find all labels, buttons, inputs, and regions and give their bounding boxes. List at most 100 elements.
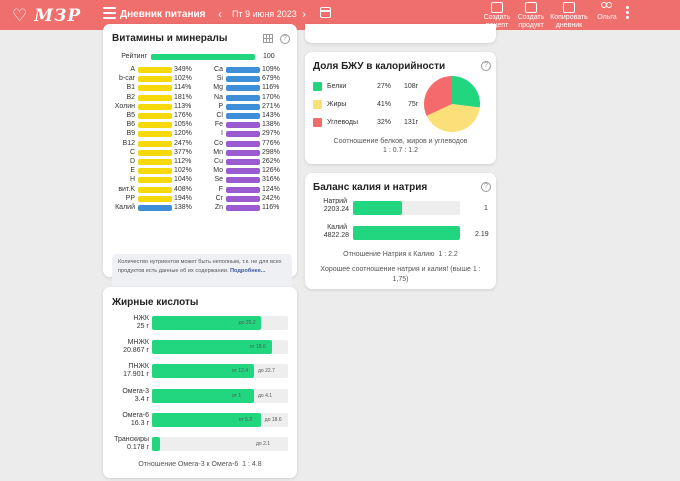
fatty-acid-bar-fill [152, 437, 161, 451]
potassium-ratio: 2.19 [475, 231, 489, 238]
nutrient-bar [226, 159, 260, 165]
sodium-label: Натрий [323, 198, 347, 205]
fatty-acid-bar: до 4.1 от 1 [152, 388, 288, 403]
fatty-acid-name: Транскиры [114, 436, 149, 443]
nutrient-percent: 247% [174, 139, 192, 147]
hamburger-menu-icon[interactable] [103, 7, 116, 19]
logo-text: МЗР [34, 6, 82, 26]
kna-ratio: Отношение Натрия к Калию 1 : 2.2 [343, 251, 458, 258]
nutrient-label: Mg [213, 84, 223, 92]
page-title: Дневник питания [120, 9, 206, 20]
nutrient-bar [138, 94, 172, 101]
calendar-icon[interactable] [320, 7, 331, 18]
fatty-acids-card: Жирные кислоты НЖК 25 г до 25.2 МНЖК 20.867 … [103, 287, 297, 478]
nutrient-label: b-car [119, 75, 135, 83]
fat-swatch [313, 100, 322, 109]
nutrient-bar [226, 85, 260, 92]
fatty-acid-name: НЖК [133, 315, 149, 322]
table-view-icon[interactable] [263, 34, 273, 43]
nutrient-bar [138, 149, 172, 156]
nutrient-percent: 262% [262, 158, 280, 165]
more-info-link[interactable]: Подробнее... [230, 267, 266, 274]
next-day-button[interactable]: › [302, 7, 306, 21]
fatty-acid-bar: до 22.7 от 12.4 [152, 364, 288, 379]
nutrient-label: E [130, 167, 135, 175]
fatty-acid-amount: 25 г [136, 323, 149, 330]
nutrient-bar [138, 122, 172, 129]
sodium-bar [353, 201, 460, 215]
nutrient-percent: 408% [174, 185, 192, 193]
fatty-acid-bar: до 18.6 от 5.2 [152, 412, 288, 427]
nutrient-bar [226, 67, 260, 73]
copy-diary-button[interactable]: Копировать дневник [550, 2, 588, 29]
completeness-note: Количество нутриентов может быть неполны… [112, 254, 292, 292]
create-recipe-button[interactable]: Создать рецепт [480, 2, 514, 29]
nutrient-label: D [129, 158, 135, 165]
nutrient-bar [138, 205, 172, 211]
fatty-acid-range-max: до 22.7 [258, 368, 275, 375]
bju-pie-chart [424, 76, 480, 132]
product-icon [525, 2, 537, 13]
nutrient-bar [138, 140, 172, 147]
fatty-acid-amount: 16.3 г [130, 419, 149, 427]
rating-bar-fill [151, 54, 255, 60]
fatty-acid-bar: до 2.1 [152, 437, 288, 451]
create-product-button[interactable]: Создать продукт [514, 2, 548, 29]
rating-label: Рейтинг [121, 53, 147, 60]
kna-title: Баланс калия и натрия [313, 182, 428, 193]
nutrient-bar [138, 159, 172, 165]
user-profile-button[interactable]: Ольга [590, 2, 624, 22]
help-icon[interactable]: ? [481, 61, 491, 71]
nutrient-label: Ca [214, 66, 223, 73]
nutrient-bar [138, 186, 172, 193]
nutrient-bar [226, 205, 260, 211]
nutrient-label: Cl [216, 112, 223, 119]
nutrient-percent: 143% [262, 112, 280, 119]
previous-card [305, 24, 496, 43]
nutrient-percent: 105% [174, 121, 192, 129]
protein-grams: 108г [404, 83, 419, 90]
help-icon[interactable]: ? [481, 182, 491, 192]
carbs-pct: 32% [377, 119, 392, 126]
nutrient-percent: 114% [174, 84, 192, 92]
fatty-acid-range: до 25.2 [238, 320, 256, 326]
nutrient-bar [138, 103, 172, 110]
nutrient-percent: 138% [174, 204, 192, 211]
nutrient-label: B1 [126, 84, 135, 92]
prev-day-button[interactable]: ‹ [218, 7, 222, 21]
more-options-icon[interactable] [626, 6, 630, 21]
fatty-acid-range-max: до 18.6 [264, 416, 282, 423]
fatty-acid-bar-fill [152, 364, 254, 379]
fatty-acid-bar-fill [152, 316, 261, 330]
nutrient-label: Калий [115, 204, 135, 211]
fatty-acid-name: МНЖК [127, 339, 149, 347]
nutrient-percent: 116% [262, 84, 280, 92]
nutrient-bar [226, 122, 260, 129]
nutrient-percent: 113% [174, 102, 192, 110]
nutrient-label: Cr [215, 194, 223, 202]
carbs-label: Углеводы [327, 119, 359, 126]
nutrient-label: A [130, 66, 135, 73]
nutrient-bar [138, 195, 172, 202]
pie-slice [424, 76, 452, 116]
nutrient-label: B9 [126, 130, 135, 138]
nutrient-bar [226, 113, 260, 119]
recipe-icon [491, 2, 503, 13]
users-icon [601, 2, 613, 13]
nutrient-bar [226, 140, 260, 147]
nutrient-percent: 271% [262, 102, 280, 110]
nutrient-percent: 298% [262, 148, 280, 156]
app-logo[interactable]: ♡ МЗР [12, 6, 81, 26]
nutrient-percent: 776% [262, 139, 280, 147]
nutrient-bar [226, 195, 260, 202]
current-date[interactable]: Пт 9 июня 2023 [232, 9, 297, 19]
help-icon[interactable]: ? [280, 34, 290, 44]
heart-logo-icon: ♡ [12, 6, 29, 26]
sodium-bar-fill [353, 201, 403, 215]
nutrient-label: F [218, 185, 223, 193]
nutrient-label: H [129, 176, 135, 184]
fatty-acid-bar-fill [152, 340, 272, 355]
protein-label: Белки [327, 83, 347, 90]
nutrient-bar [226, 186, 260, 193]
nutrient-percent: 679% [262, 75, 280, 83]
